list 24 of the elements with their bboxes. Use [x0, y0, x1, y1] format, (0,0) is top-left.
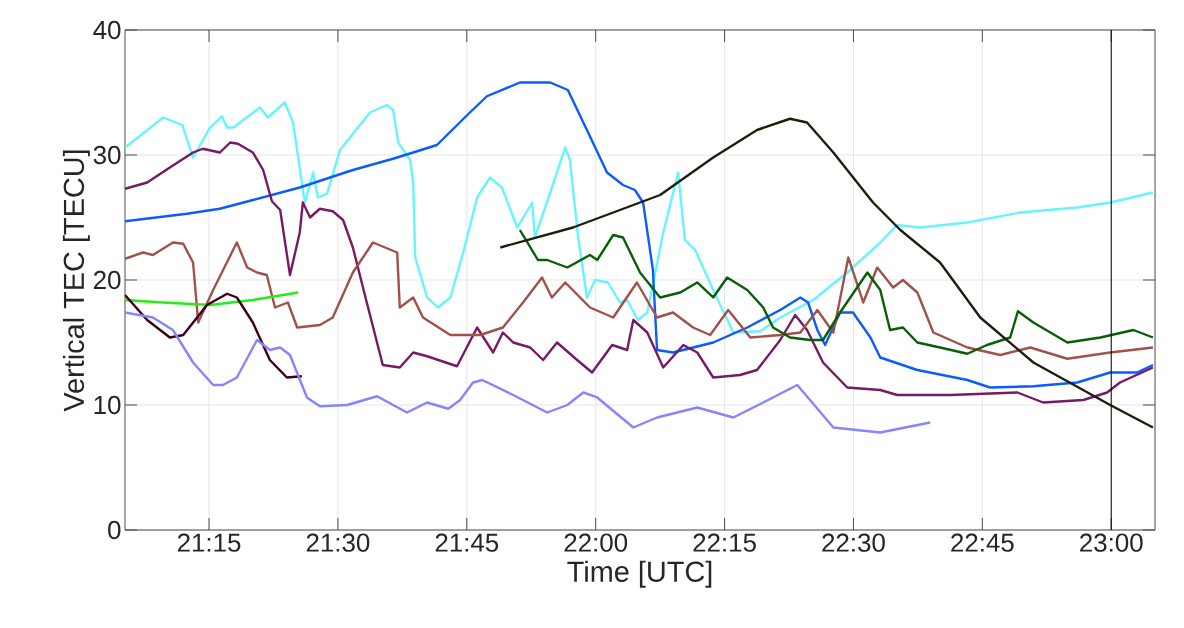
x-tick-label: 23:00 — [1080, 533, 1143, 552]
y-tick-label: 20 — [93, 270, 121, 290]
y-tick-label: 0 — [108, 520, 121, 540]
line-series — [125, 291, 300, 307]
x-tick-label: 21:45 — [435, 533, 499, 552]
x-tick-label: 22:00 — [564, 533, 628, 552]
x-tick-label: 22:15 — [693, 533, 756, 552]
line-series — [125, 241, 1155, 360]
x-tick-label: 22:45 — [951, 533, 1014, 552]
line-series — [125, 311, 932, 434]
line-series — [125, 101, 1155, 334]
y-tick-label: 30 — [93, 145, 121, 165]
line-series — [518, 228, 1155, 355]
x-tick-label: 22:30 — [822, 533, 885, 552]
y-axis-title: Vertical TEC [TECU] — [62, 150, 90, 412]
y-tick-label: 40 — [93, 20, 121, 40]
line-series — [125, 81, 1155, 389]
x-tick-label: 21:15 — [177, 533, 241, 552]
line-series — [125, 141, 1155, 404]
line-series — [125, 292, 304, 379]
y-tick-label: 10 — [94, 395, 121, 415]
x-axis-title: Time [UTC] — [567, 560, 712, 588]
x-tick-label: 21:30 — [306, 533, 370, 552]
line-series — [499, 117, 1155, 429]
